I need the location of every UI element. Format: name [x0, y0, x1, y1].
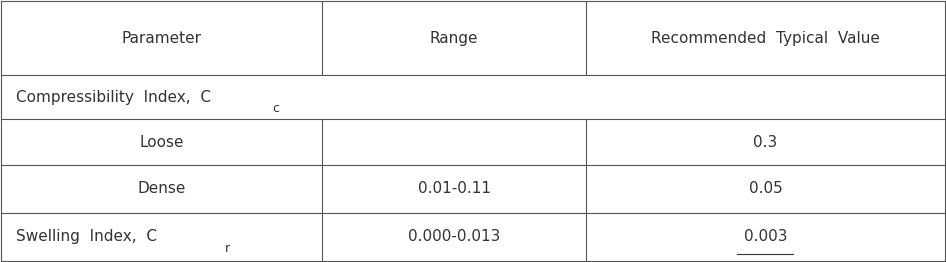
Text: Recommended  Typical  Value: Recommended Typical Value	[651, 31, 880, 46]
Text: Range: Range	[429, 31, 479, 46]
Text: 0.3: 0.3	[753, 134, 778, 150]
Text: 0.000-0.013: 0.000-0.013	[408, 229, 500, 244]
Text: Parameter: Parameter	[122, 31, 201, 46]
Text: Loose: Loose	[139, 134, 184, 150]
Text: c: c	[272, 102, 279, 116]
Text: 0.01-0.11: 0.01-0.11	[417, 181, 491, 196]
Text: r: r	[225, 242, 230, 255]
Text: 0.003: 0.003	[744, 229, 787, 244]
Text: Dense: Dense	[137, 181, 186, 196]
Text: 0.05: 0.05	[748, 181, 782, 196]
Text: Compressibility  Index,  C: Compressibility Index, C	[15, 90, 211, 105]
Text: Swelling  Index,  C: Swelling Index, C	[15, 229, 156, 244]
